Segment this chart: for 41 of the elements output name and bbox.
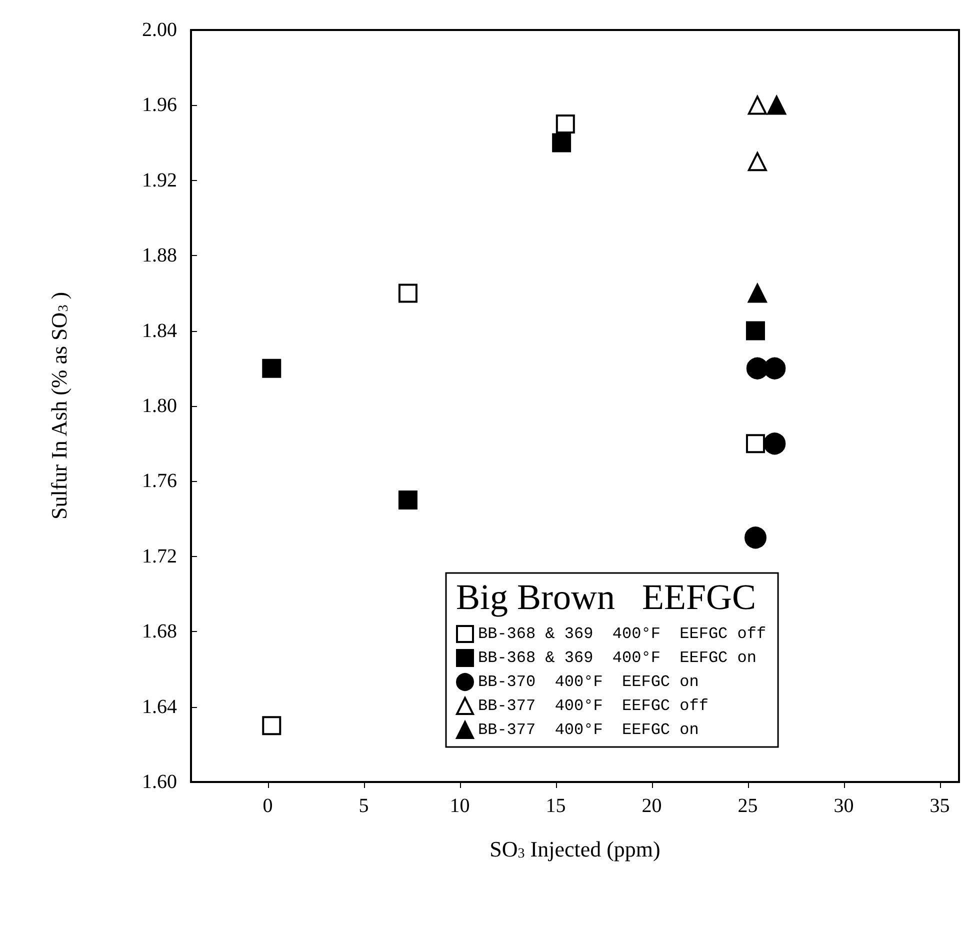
legend-label: BB-377 400°F EEFGC on <box>478 721 699 739</box>
y-tick-label: 1.72 <box>142 545 177 568</box>
y-axis-title: Sulfur In Ash (% as SO3 ) <box>46 292 72 520</box>
legend-label: BB-377 400°F EEFGC off <box>478 697 708 715</box>
x-tick-label: 35 <box>930 795 950 817</box>
x-tick-label: 10 <box>450 795 470 817</box>
x-tick-label: 0 <box>262 795 273 817</box>
y-tick-label: 1.84 <box>142 320 177 342</box>
point <box>398 490 418 510</box>
point <box>398 284 418 303</box>
y-tick-label: 1.64 <box>142 696 177 718</box>
point <box>748 96 767 115</box>
y-tick-label: 2.00 <box>142 19 177 41</box>
y-tick-label: 1.60 <box>142 771 177 793</box>
x-axis-title: SO3 Injected (ppm) <box>490 836 660 862</box>
legend-title: Big Brown EEFGC <box>456 577 756 617</box>
point <box>262 716 282 736</box>
y-tick-label: 1.68 <box>142 620 177 643</box>
x-tick-label: 25 <box>738 795 758 817</box>
point <box>764 432 786 455</box>
point <box>744 526 766 549</box>
y-tick-label: 1.92 <box>142 169 177 192</box>
x-tick-label: 5 <box>358 795 369 817</box>
legend-label: BB-370 400°F EEFGC on <box>478 673 699 691</box>
y-tick-label: 1.80 <box>142 395 177 417</box>
x-tick-label: 30 <box>834 795 854 817</box>
point <box>552 133 572 152</box>
point <box>748 152 767 172</box>
point <box>556 114 575 134</box>
x-tick-label: 15 <box>546 795 566 817</box>
y-tick-label: 1.76 <box>142 470 177 492</box>
y-tick-label: 1.96 <box>142 94 177 116</box>
point <box>748 284 767 303</box>
point <box>746 434 765 454</box>
y-tick-label: 1.88 <box>142 244 177 267</box>
point <box>262 358 282 378</box>
point <box>767 96 786 115</box>
x-tick-label: 20 <box>642 795 662 817</box>
point <box>746 321 765 340</box>
legend-label: BB-368 & 369 400°F EEFGC off <box>478 625 766 643</box>
legend-label: BB-368 & 369 400°F EEFGC on <box>478 649 756 667</box>
